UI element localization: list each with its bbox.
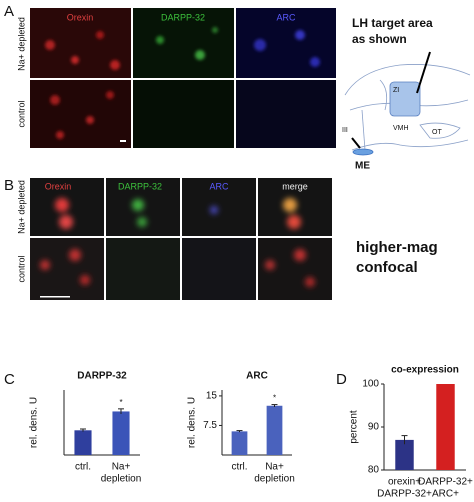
column-label: ARC bbox=[276, 12, 296, 22]
texture bbox=[45, 27, 320, 139]
x-tick-label: ctrl. bbox=[75, 462, 91, 473]
chart-title: DARPP-32 bbox=[77, 371, 127, 382]
image bbox=[30, 80, 131, 148]
y-axis-label: percent bbox=[349, 410, 360, 444]
panel-a-images bbox=[30, 8, 336, 148]
column-label: Orexin bbox=[67, 12, 94, 22]
row-label: control bbox=[16, 255, 26, 282]
image bbox=[236, 80, 336, 148]
column-label: merge bbox=[282, 181, 308, 191]
schematic-title: LH target area bbox=[352, 16, 433, 30]
row-label: control bbox=[16, 100, 26, 127]
panel-letter: A bbox=[4, 3, 14, 20]
x-tick-label: depletion bbox=[101, 474, 142, 485]
panel-letter: D bbox=[336, 371, 347, 388]
x-tick-label: ARC+ bbox=[432, 489, 459, 500]
schematic-label: ME bbox=[355, 161, 370, 172]
arrow bbox=[416, 51, 431, 94]
side-text: higher-mag bbox=[356, 239, 438, 256]
chart-title: ARC bbox=[246, 371, 268, 382]
bar bbox=[74, 430, 92, 455]
image bbox=[133, 80, 234, 148]
image bbox=[133, 8, 234, 78]
arrow bbox=[351, 137, 361, 149]
row-label: Na+ depleted bbox=[16, 17, 26, 71]
bar bbox=[436, 384, 455, 470]
x-tick-label: DARPP-32+ bbox=[377, 489, 432, 500]
y-axis-label: rel. dens. U bbox=[29, 397, 40, 448]
x-tick-label: orexin+ bbox=[388, 477, 421, 488]
image bbox=[236, 8, 336, 78]
chart-title: co-expression bbox=[391, 365, 459, 376]
bar bbox=[266, 405, 283, 455]
row-label: Na+ depleted bbox=[16, 180, 26, 234]
column-label: DARPP-32 bbox=[161, 12, 205, 22]
column-label: DARPP-32 bbox=[118, 181, 162, 191]
schematic-label: OT bbox=[432, 129, 442, 136]
bar bbox=[231, 431, 248, 455]
bar bbox=[395, 439, 414, 470]
column-label: ARC bbox=[209, 181, 229, 191]
panel-b-images bbox=[30, 178, 332, 300]
bar bbox=[112, 411, 130, 455]
significance: * bbox=[119, 398, 122, 407]
schematic-label: III bbox=[342, 127, 348, 134]
column-label: Orexin bbox=[45, 181, 72, 191]
significance: * bbox=[273, 394, 276, 403]
schematic-title: as shown bbox=[352, 32, 407, 46]
y-tick-label: 90 bbox=[368, 422, 380, 433]
x-tick-label: Na+ bbox=[265, 462, 284, 473]
schematic bbox=[344, 64, 471, 156]
x-tick-label: Na+ bbox=[112, 462, 131, 473]
panel-letter: C bbox=[4, 371, 15, 388]
y-tick-label: 80 bbox=[368, 465, 380, 476]
x-tick-label: depletion bbox=[254, 474, 295, 485]
y-tick-label: 15 bbox=[206, 391, 218, 402]
x-tick-label: DARPP-32+ bbox=[418, 477, 473, 488]
panel-letter: B bbox=[4, 177, 14, 194]
x-tick-label: ctrl. bbox=[231, 462, 247, 473]
y-axis-label: rel. dens. U bbox=[187, 397, 198, 448]
schematic-label: ZI bbox=[393, 87, 399, 94]
side-text: confocal bbox=[356, 259, 418, 276]
y-tick-label: 100 bbox=[362, 379, 379, 390]
y-tick-label: 7.5 bbox=[203, 420, 217, 431]
schematic-label: VMH bbox=[393, 125, 409, 132]
